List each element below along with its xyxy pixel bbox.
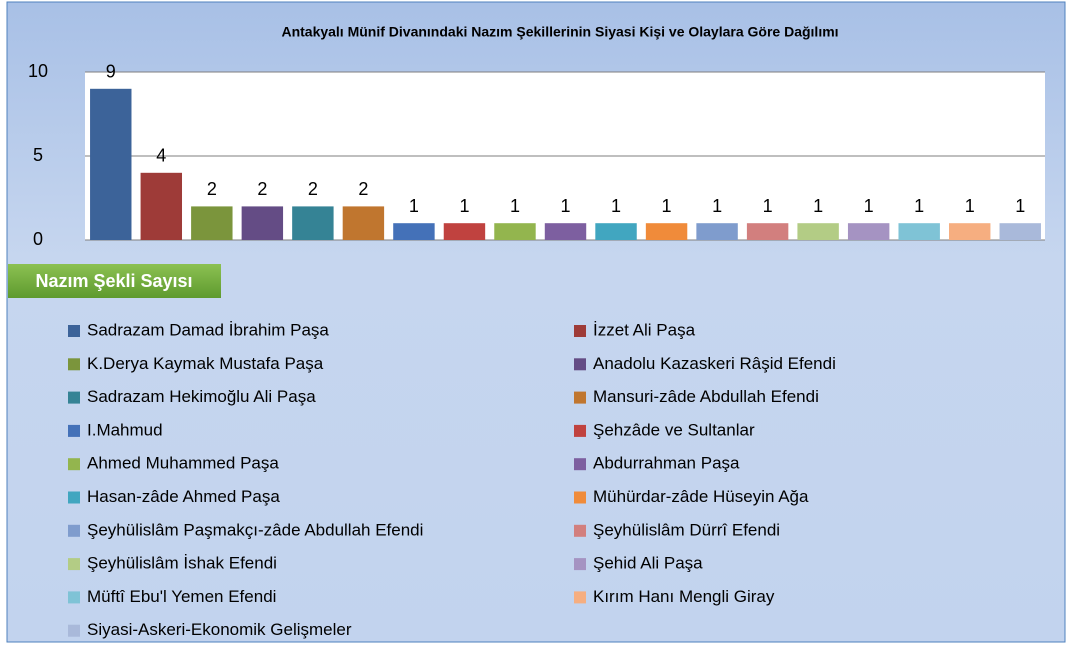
legend-swatch <box>68 591 80 604</box>
data-label: 1 <box>459 196 469 216</box>
bar <box>241 206 284 240</box>
bar <box>191 206 233 240</box>
legend-label: Hasan-zâde Ahmed Paşa <box>87 487 280 506</box>
bar <box>746 223 789 240</box>
data-label: 1 <box>712 196 722 216</box>
bar <box>847 223 890 240</box>
legend-label: Abdurrahman Paşa <box>593 454 740 473</box>
bar <box>544 223 587 240</box>
legend-swatch <box>574 458 586 471</box>
bar <box>645 223 688 240</box>
y-tick-label: 0 <box>33 229 43 249</box>
data-label: 1 <box>611 196 621 216</box>
chart-title: Antakyalı Münif Divanındaki Nazım Şekill… <box>281 24 838 40</box>
bar <box>292 206 334 240</box>
data-label: 4 <box>156 146 166 166</box>
legend-swatch <box>68 391 80 404</box>
bar <box>342 206 385 240</box>
legend-swatch <box>68 358 80 371</box>
legend-label: Anadolu Kazaskeri Râşid Efendi <box>593 354 836 373</box>
bar <box>90 88 132 240</box>
bar <box>494 223 536 240</box>
bar <box>443 223 486 240</box>
data-label: 2 <box>207 179 217 199</box>
legend-swatch <box>574 391 586 404</box>
bar <box>696 223 738 240</box>
legend-label: K.Derya Kaymak Mustafa Paşa <box>87 354 324 373</box>
legend-label: İzzet Ali Paşa <box>593 320 696 339</box>
y-tick-label: 10 <box>28 61 48 81</box>
bar <box>595 223 637 240</box>
legend-label: Kırım Hanı Mengli Giray <box>593 587 775 606</box>
legend-label: I.Mahmud <box>87 420 163 439</box>
legend-label: Şeyhülislâm Paşmakçı-zâde Abdullah Efend… <box>87 520 423 539</box>
bar <box>393 223 435 240</box>
legend-swatch <box>68 624 80 637</box>
legend-swatch <box>574 558 586 571</box>
legend-label: Ahmed Muhammed Paşa <box>87 454 279 473</box>
data-label: 1 <box>914 196 924 216</box>
legend-label: Sadrazam Hekimoğlu Ali Paşa <box>87 387 316 406</box>
legend-swatch <box>68 558 80 571</box>
legend-label: Şeyhülislâm İshak Efendi <box>87 554 277 573</box>
data-label: 1 <box>510 196 520 216</box>
data-label: 2 <box>358 179 368 199</box>
data-label: 1 <box>864 196 874 216</box>
legend-swatch <box>574 491 586 504</box>
legend-swatch <box>68 325 80 337</box>
legend-swatch <box>68 424 80 437</box>
bar <box>999 223 1041 240</box>
data-label: 2 <box>257 179 267 199</box>
data-label: 9 <box>106 62 116 82</box>
data-label: 1 <box>813 196 823 216</box>
y-axis-title: Nazım Şekli Sayısı <box>35 271 192 291</box>
bar <box>949 223 991 240</box>
bar <box>140 172 183 240</box>
y-tick-label: 5 <box>33 145 43 165</box>
data-label: 1 <box>409 196 419 216</box>
legend-swatch <box>68 524 80 537</box>
data-label: 2 <box>308 179 318 199</box>
legend-swatch <box>68 491 80 504</box>
data-label: 1 <box>763 196 773 216</box>
y-axis-title-box <box>8 264 221 298</box>
bar <box>898 223 940 240</box>
data-label: 1 <box>965 196 975 216</box>
legend-swatch <box>574 424 586 437</box>
legend-label: Müftî Ebu'l Yemen Efendi <box>87 587 276 606</box>
legend-label: Şehzâde ve Sultanlar <box>593 420 755 439</box>
data-label: 1 <box>560 196 570 216</box>
legend-label: Siyasi-Askeri-Ekonomik Gelişmeler <box>87 620 352 639</box>
bar <box>797 223 839 240</box>
legend-swatch <box>574 524 586 537</box>
legend-swatch <box>574 591 586 604</box>
legend-swatch <box>574 358 586 371</box>
legend-label: Mansuri-zâde Abdullah Efendi <box>593 387 819 406</box>
legend-swatch <box>68 458 80 471</box>
data-label: 1 <box>1015 196 1025 216</box>
legend-label: Mühürdar-zâde Hüseyin Ağa <box>593 487 809 506</box>
legend-swatch <box>574 325 586 337</box>
data-label: 1 <box>662 196 672 216</box>
legend-label: Şeyhülislâm Dürrî Efendi <box>593 520 780 539</box>
legend-label: Sadrazam Damad İbrahim Paşa <box>87 320 329 339</box>
legend-label: Şehid Ali Paşa <box>593 554 703 573</box>
